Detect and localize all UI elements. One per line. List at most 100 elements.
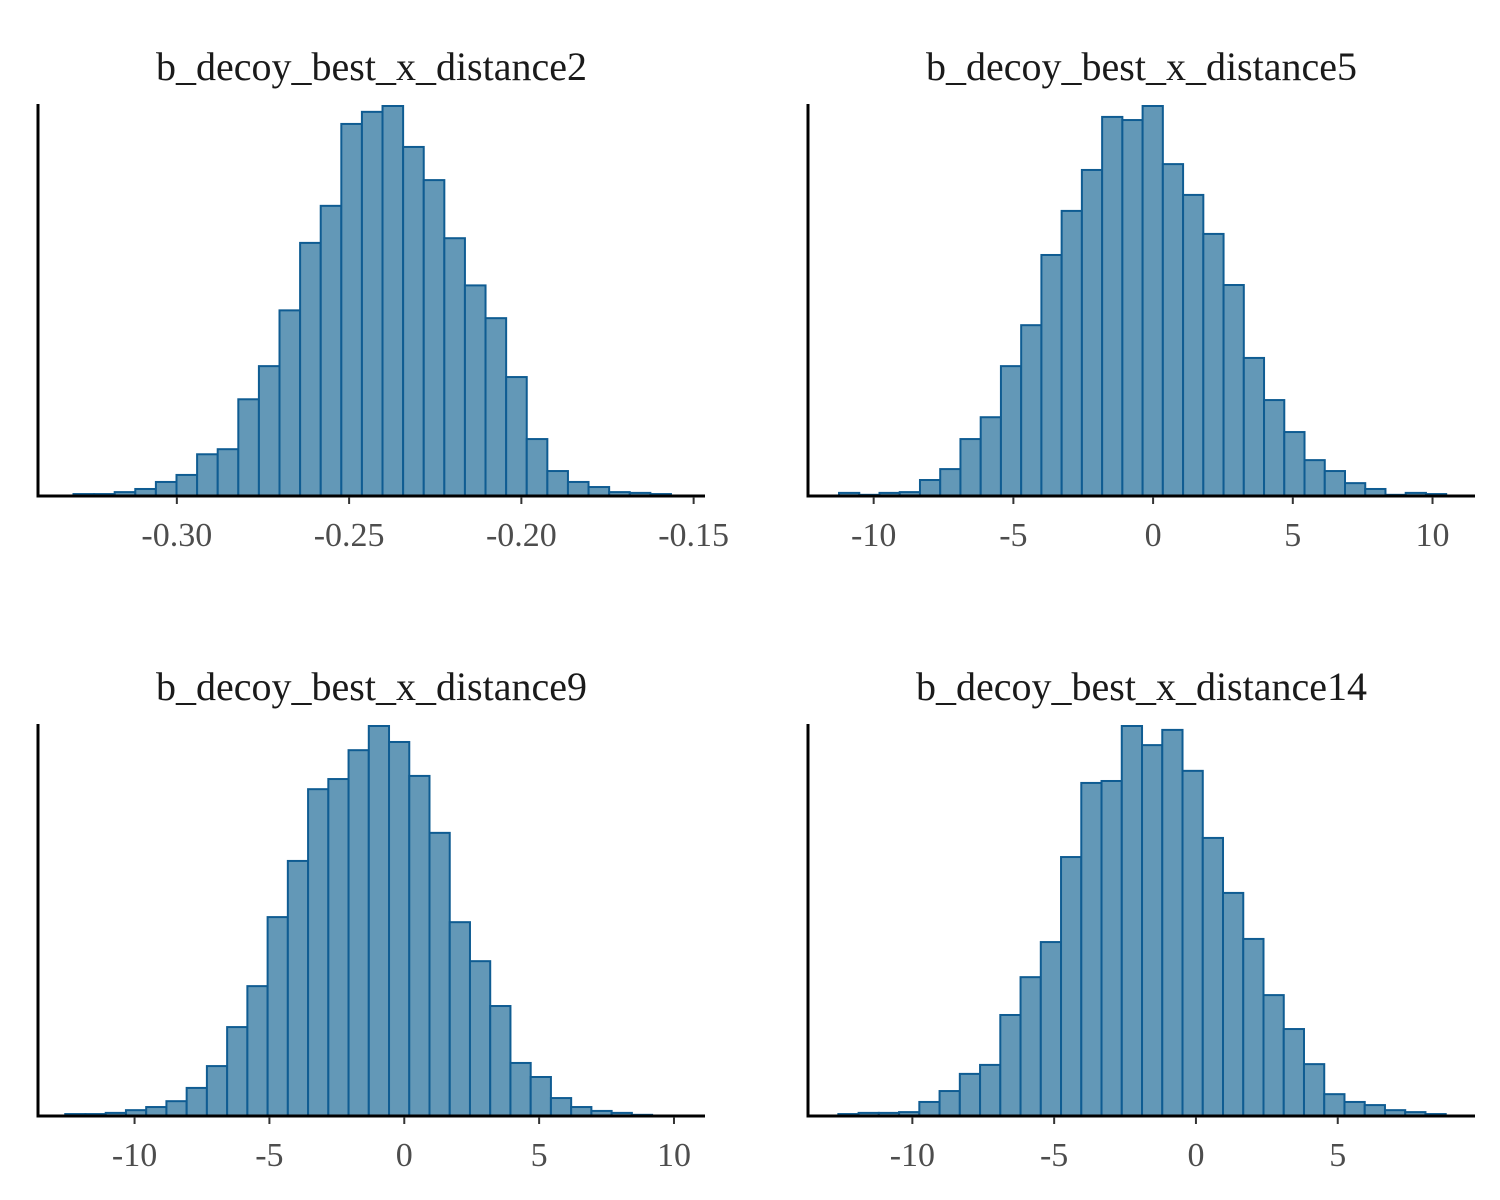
x-tick-label: -5 xyxy=(999,517,1027,554)
histogram-bar xyxy=(340,122,363,497)
histogram-panel-2: b_decoy_best_x_distance5 -10 -5 0 5 10 xyxy=(806,44,1475,554)
histogram-bar xyxy=(388,740,411,1117)
histogram-bar xyxy=(1121,119,1144,497)
histogram-panel-1: b_decoy_best_x_distance2 -0.30 -0.25 -0.20 -… xyxy=(36,44,729,554)
histogram-bar xyxy=(246,985,269,1117)
x-tick-label: 5 xyxy=(1284,517,1301,554)
histogram-bar xyxy=(1161,728,1184,1118)
histogram-bar xyxy=(1080,168,1104,498)
histogram-bar xyxy=(938,1090,961,1118)
histogram-bar xyxy=(402,145,425,497)
histogram-bar xyxy=(205,1065,229,1117)
x-tick-label: 0 xyxy=(396,1137,413,1174)
histogram-bar xyxy=(319,204,343,497)
x-tick-label: -0.30 xyxy=(141,517,212,554)
histogram-bar xyxy=(448,921,471,1117)
panel-title: b_decoy_best_x_distance5 xyxy=(926,44,1357,89)
histogram-bar xyxy=(979,1063,1002,1118)
histogram-bar xyxy=(1019,976,1042,1117)
histogram-bar xyxy=(918,479,942,498)
x-tick-label: 0 xyxy=(1187,1137,1204,1174)
histogram-bar xyxy=(226,1026,249,1117)
histogram-bar xyxy=(999,365,1023,497)
histogram-bar xyxy=(1040,253,1063,497)
histogram-bar xyxy=(1020,324,1043,497)
x-tick-label: 5 xyxy=(1329,1137,1346,1174)
histogram-bar xyxy=(154,480,178,497)
histogram-bar xyxy=(257,365,281,497)
histogram-bar xyxy=(307,788,330,1117)
x-tick-label: -0.15 xyxy=(658,517,729,554)
histogram-bar xyxy=(1283,431,1306,498)
x-tick-label: 10 xyxy=(657,1137,691,1174)
histogram-bar xyxy=(381,105,405,497)
x-tick-label: -5 xyxy=(255,1137,283,1174)
x-tick-label: 10 xyxy=(1416,517,1450,554)
histogram-bar xyxy=(939,468,962,497)
histogram-bar xyxy=(1242,937,1265,1117)
histogram-bar xyxy=(489,1005,512,1118)
histogram-bar xyxy=(408,774,431,1117)
histogram-bar xyxy=(1323,470,1347,498)
histogram-bar xyxy=(463,284,487,497)
histogram-bar xyxy=(918,1100,941,1117)
x-tick-label: 5 xyxy=(531,1137,548,1174)
histogram-bar xyxy=(299,241,322,497)
histogram-bar xyxy=(959,438,982,497)
histogram-bar xyxy=(1141,105,1164,497)
histogram-bar xyxy=(327,778,350,1117)
histogram-bar xyxy=(1060,209,1083,497)
histogram-bar xyxy=(1141,744,1164,1117)
histogram-bar xyxy=(1101,115,1124,497)
histogram-bar xyxy=(1242,356,1266,497)
histogram-bar xyxy=(266,916,289,1117)
histogram-bar xyxy=(958,1072,982,1118)
histogram-bar xyxy=(286,859,310,1117)
histogram-bar xyxy=(1120,725,1144,1117)
histogram-bar xyxy=(165,1100,188,1118)
histogram-bar xyxy=(1182,193,1205,497)
histogram-bar xyxy=(1262,994,1285,1117)
histogram-bar xyxy=(1282,1028,1305,1118)
histogram-bar xyxy=(367,725,391,1117)
histogram-bar xyxy=(1202,232,1225,497)
histogram-bar xyxy=(1363,1104,1386,1117)
histogram-bar xyxy=(979,416,1002,497)
histogram-bar xyxy=(1039,941,1063,1117)
histogram-bar xyxy=(1201,836,1225,1117)
histogram-bar xyxy=(443,237,466,498)
histogram-bar xyxy=(428,831,451,1117)
histogram-bar xyxy=(237,398,260,497)
x-tick-label: -10 xyxy=(851,517,896,554)
histogram-bar xyxy=(999,1013,1022,1117)
histogram-bar xyxy=(505,376,528,497)
histogram-bar xyxy=(1302,1063,1326,1118)
panel-title: b_decoy_best_x_distance2 xyxy=(156,44,587,89)
x-tick-label: -10 xyxy=(890,1137,935,1174)
histogram-bar xyxy=(1080,781,1103,1117)
histogram-bar xyxy=(1222,284,1245,498)
panel-title: b_decoy_best_x_distance9 xyxy=(156,664,587,709)
histogram-bar xyxy=(484,317,508,497)
histogram-bar xyxy=(216,448,240,498)
histogram-bar xyxy=(1222,891,1245,1117)
histogram-bar xyxy=(196,453,219,497)
histogram-bar xyxy=(185,1086,208,1118)
histogram-bar xyxy=(529,1076,552,1117)
histogram-panel-4: b_decoy_best_x_distance14 -10 -5 0 5 xyxy=(806,664,1475,1174)
histogram-bar xyxy=(549,1097,573,1118)
histogram-bar xyxy=(1263,399,1286,497)
histogram-bar xyxy=(1344,482,1367,498)
histogram-bar xyxy=(1343,1100,1366,1117)
histogram-bar xyxy=(525,438,549,497)
x-tick-label: -0.25 xyxy=(314,517,385,554)
histogram-bar xyxy=(1060,856,1083,1117)
histogram-bar xyxy=(360,110,384,497)
histogram-bar xyxy=(509,1061,532,1117)
panel-title: b_decoy_best_x_distance14 xyxy=(916,664,1367,709)
histogram-bar xyxy=(175,473,199,498)
histogram-bar xyxy=(566,480,590,497)
histogram-panel-3: b_decoy_best_x_distance9 -10 -5 0 5 10 xyxy=(36,664,705,1174)
